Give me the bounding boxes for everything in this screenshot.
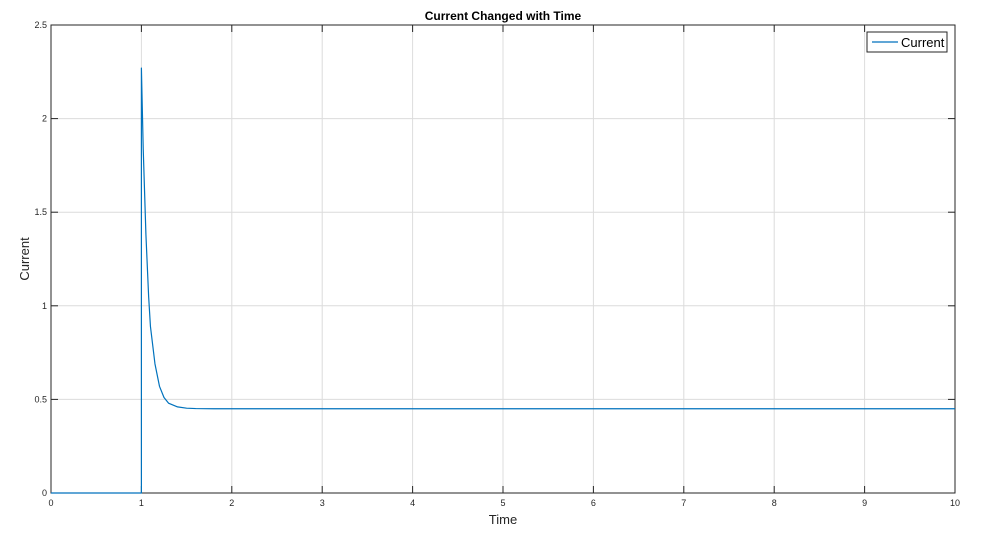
x-tick-label: 10 [950, 498, 960, 508]
legend-label-current: Current [901, 35, 945, 50]
ticks: 0 1 2 3 4 5 6 7 8 9 10 0 0.5 1 1.5 2 2.5 [34, 20, 960, 508]
x-axis-label: Time [489, 512, 517, 527]
x-tick-label: 7 [681, 498, 686, 508]
x-tick-label: 5 [500, 498, 505, 508]
x-tick-label: 1 [139, 498, 144, 508]
x-tick-label: 0 [48, 498, 53, 508]
x-tick-label: 8 [772, 498, 777, 508]
y-tick-label: 2.5 [34, 20, 47, 30]
series-line-current [51, 67, 955, 494]
y-axis-label: Current [17, 237, 32, 281]
x-tick-label: 3 [320, 498, 325, 508]
x-tick-label: 6 [591, 498, 596, 508]
y-tick-label: 1 [42, 301, 47, 311]
x-tick-label: 4 [410, 498, 415, 508]
series-layer [51, 67, 955, 494]
y-tick-label: 0.5 [34, 394, 47, 404]
y-tick-label: 1.5 [34, 207, 47, 217]
legend-box [866, 31, 948, 53]
x-tick-label: 2 [229, 498, 234, 508]
chart-title: Current Changed with Time [425, 9, 582, 23]
legend: Current [866, 31, 948, 53]
y-tick-label: 2 [42, 114, 47, 124]
y-tick-label: 0 [42, 488, 47, 498]
x-tick-label: 9 [862, 498, 867, 508]
